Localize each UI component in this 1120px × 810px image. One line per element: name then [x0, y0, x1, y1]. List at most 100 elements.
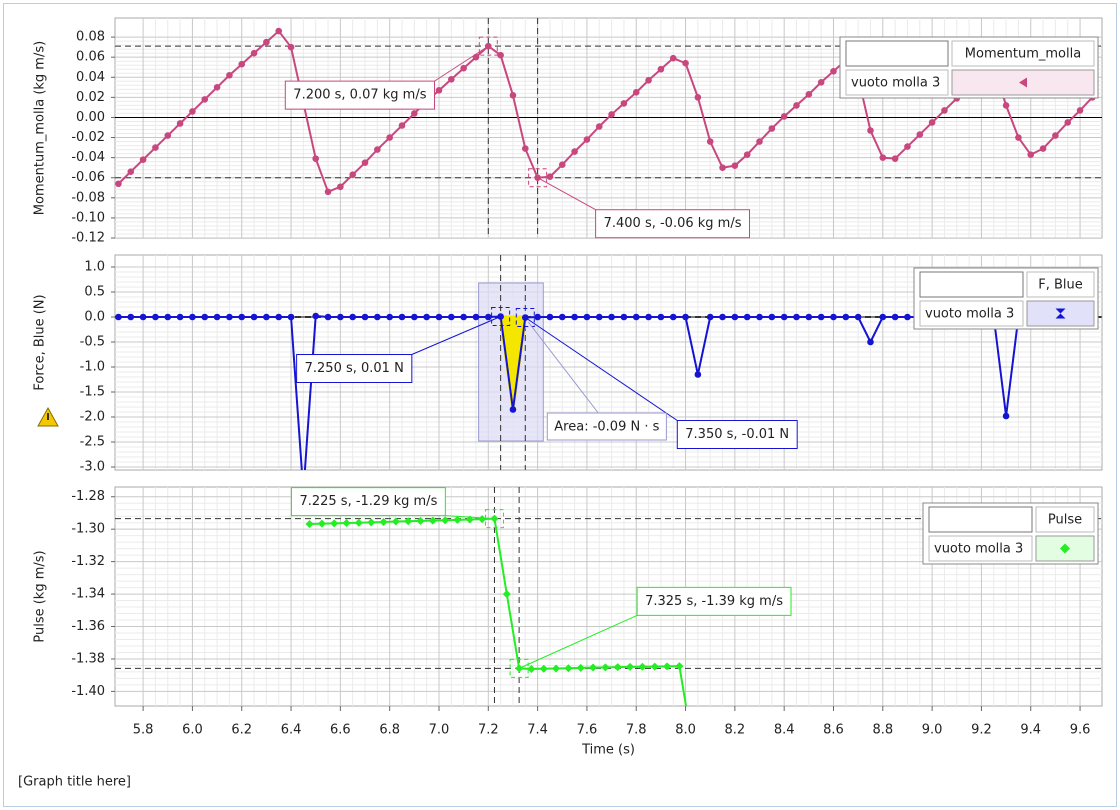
warning-mark — [47, 413, 49, 420]
x-tick-label: 9.6 — [1070, 723, 1091, 738]
callout-box — [284, 80, 436, 110]
legend-cell — [928, 506, 1033, 533]
data-point — [793, 313, 800, 321]
point-selector — [509, 658, 529, 678]
legend-cell — [951, 40, 1095, 67]
data-point — [472, 313, 480, 321]
callout-label: 7.400 s, -0.06 kg m/s — [604, 216, 742, 231]
legend-series-name: Pulse — [1048, 513, 1082, 528]
y-tick-label: -1.38 — [71, 651, 105, 666]
y-tick-label: 0.02 — [76, 90, 105, 105]
data-point — [576, 663, 585, 672]
legend-cell — [845, 40, 949, 67]
legend-symbol — [1019, 77, 1027, 88]
data-point — [830, 313, 837, 321]
data-point — [564, 664, 573, 673]
data-point — [1002, 412, 1010, 420]
data-point — [780, 313, 788, 321]
data-point — [854, 313, 862, 321]
data-point — [867, 127, 874, 134]
data-point — [552, 664, 561, 673]
data-point — [238, 313, 246, 321]
data-point — [1015, 134, 1022, 141]
data-point — [152, 144, 159, 151]
x-tick-label: 8.8 — [872, 723, 893, 738]
data-point — [127, 168, 135, 175]
data-point — [176, 313, 184, 321]
legend-group-name: vuoto molla 3 — [851, 76, 940, 91]
data-point — [201, 96, 209, 103]
legend-cell — [845, 69, 949, 96]
data-point — [164, 313, 172, 321]
data-point — [941, 107, 948, 114]
data-point — [719, 164, 726, 171]
data-point — [448, 75, 455, 83]
legend-series-name: F, Blue — [1038, 278, 1083, 293]
data-point — [435, 313, 443, 321]
data-point — [601, 663, 610, 672]
data-point — [423, 313, 430, 321]
data-point — [558, 161, 566, 168]
data-point — [478, 515, 487, 524]
data-point — [354, 518, 363, 527]
callout-label: 7.225 s, -1.29 kg m/s — [299, 494, 437, 509]
data-point — [453, 515, 462, 524]
point-selector — [478, 36, 498, 56]
data-point — [361, 313, 369, 321]
data-point — [164, 132, 172, 139]
data-point — [497, 51, 504, 59]
data-point — [756, 313, 763, 321]
data-point — [484, 313, 492, 321]
data-point — [497, 313, 504, 320]
y-tick-label: -1.32 — [71, 554, 105, 569]
data-point — [189, 313, 196, 321]
data-point — [435, 87, 443, 94]
y-tick-label: -0.5 — [80, 335, 105, 350]
data-point — [657, 313, 665, 321]
data-point — [805, 313, 813, 321]
x-tick-label: 7.6 — [577, 723, 598, 738]
callout-label: 7.325 s, -1.39 kg m/s — [645, 594, 783, 609]
data-point — [669, 313, 677, 321]
y-tick-label: -0.10 — [71, 210, 105, 225]
data-point — [330, 519, 339, 528]
data-point — [842, 313, 850, 321]
data-point — [546, 313, 554, 321]
data-point — [879, 154, 887, 161]
data-point — [916, 131, 924, 138]
data-point — [349, 171, 356, 179]
callout-label: 7.350 s, -0.01 N — [685, 427, 789, 442]
data-point — [139, 156, 147, 163]
data-point — [213, 84, 221, 91]
y-axis-label: Force, Blue (N) — [33, 294, 48, 390]
data-point — [275, 313, 283, 321]
data-point — [583, 136, 591, 143]
callout-box — [595, 209, 751, 239]
data-point — [263, 38, 270, 46]
data-point — [620, 313, 628, 321]
legend-cell — [1026, 271, 1095, 298]
data-point — [250, 49, 258, 57]
data-point — [213, 313, 221, 321]
data-point — [201, 313, 209, 321]
area-callout-line — [527, 321, 599, 414]
data-point — [428, 516, 437, 525]
data-point — [768, 313, 776, 321]
data-point — [152, 313, 159, 321]
point-selector — [528, 168, 548, 188]
data-point — [539, 664, 548, 673]
data-point — [571, 148, 578, 155]
legend-cell — [1035, 506, 1095, 533]
plot — [115, 18, 1102, 238]
y-tick-label: 1.0 — [84, 260, 105, 275]
x-tick-label: 7.8 — [626, 723, 647, 738]
data-point — [250, 313, 258, 321]
data-point — [589, 663, 598, 672]
data-point — [682, 59, 689, 67]
data-point — [509, 406, 517, 413]
legend-group-name: vuoto molla 3 — [934, 542, 1023, 557]
data-point — [632, 89, 640, 96]
data-point — [731, 313, 739, 321]
y-tick-label: 0.04 — [76, 70, 105, 85]
data-point — [448, 313, 455, 321]
